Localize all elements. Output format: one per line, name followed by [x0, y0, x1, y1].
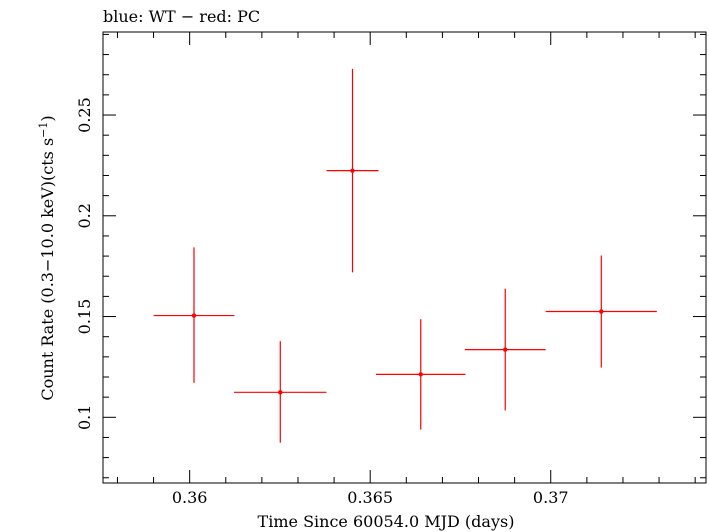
- data-point: [464, 288, 546, 411]
- data-point: [375, 319, 466, 430]
- data-point: [234, 341, 327, 443]
- x-tick-labels: 0.36 0.365 0.37: [172, 488, 569, 507]
- x-tick-label: 0.365: [347, 488, 393, 507]
- plot-frame: [102, 31, 707, 484]
- data-point-marker: [350, 168, 355, 173]
- data-point-marker: [278, 390, 283, 395]
- data-point: [545, 255, 657, 368]
- y-tick-labels: 0.1 0.15 0.2 0.25: [75, 97, 94, 430]
- data-points: [153, 68, 657, 443]
- data-point-marker: [191, 313, 197, 318]
- y-axis-label-exponent: −1: [37, 122, 50, 138]
- chart-title: blue: WT − red: PC: [103, 7, 260, 26]
- data-point-marker: [503, 347, 508, 352]
- y-axis-label: Count Rate (0.3−10.0 keV)(cts s−1): [37, 115, 57, 400]
- x-tick-label: 0.37: [533, 488, 569, 507]
- x-axis-label: Time Since 60054.0 MJD (days): [258, 512, 515, 531]
- y-tick-label: 0.2: [75, 203, 94, 228]
- y-tick-label: 0.1: [75, 405, 94, 430]
- data-point: [153, 247, 235, 383]
- data-point-marker: [599, 309, 604, 314]
- y-axis-label-main: Count Rate (0.3−10.0 keV)(cts s: [38, 138, 57, 401]
- y-tick-label: 0.25: [75, 97, 94, 133]
- y-axis-label-close: ): [38, 115, 57, 121]
- data-point: [326, 68, 379, 273]
- x-tick-label: 0.36: [172, 488, 208, 507]
- y-tick-label: 0.15: [75, 299, 94, 335]
- data-point-marker: [418, 372, 423, 377]
- axis-ticks: [103, 32, 706, 483]
